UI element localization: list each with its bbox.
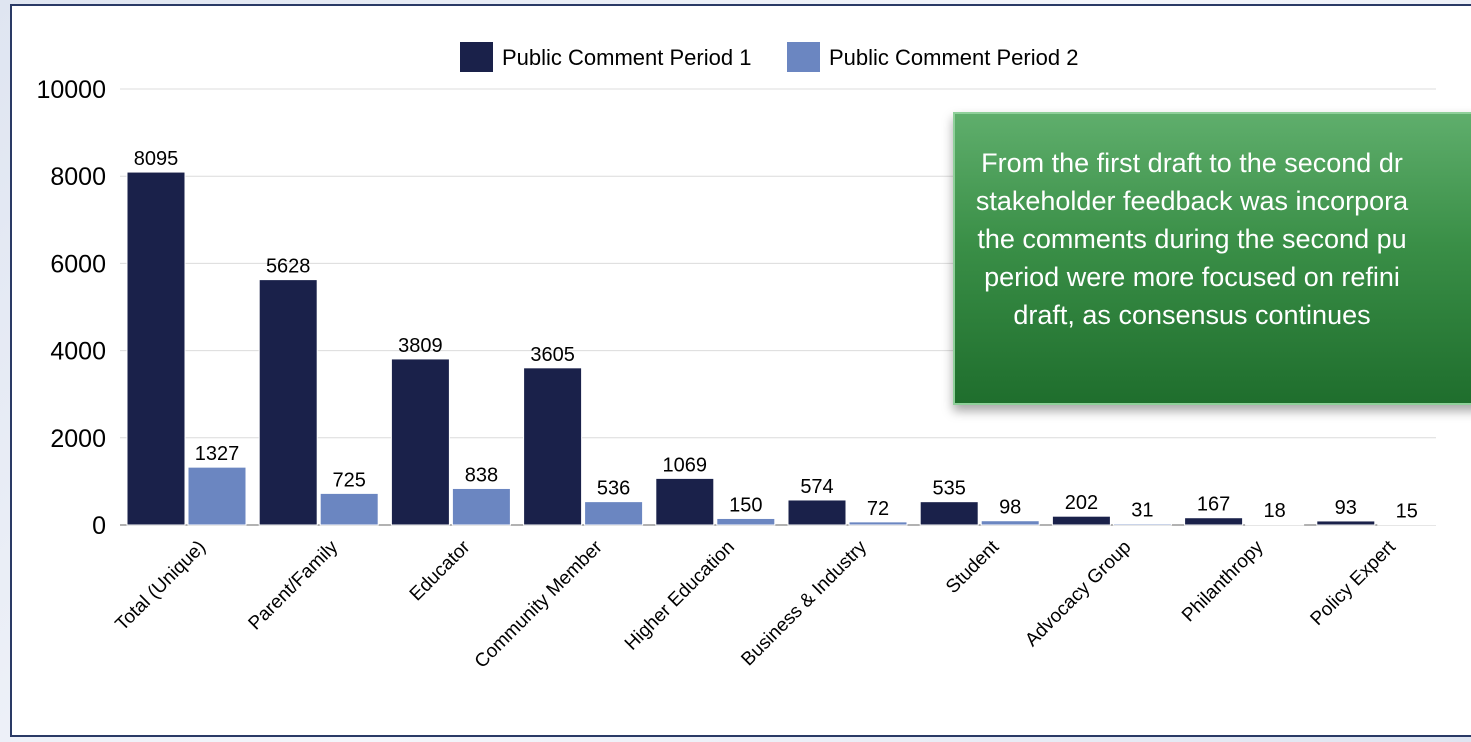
bar	[187, 466, 247, 526]
bar	[390, 358, 450, 526]
data-label: 1069	[663, 454, 708, 476]
bar	[716, 517, 776, 526]
bar	[523, 367, 583, 526]
legend-swatch	[460, 42, 493, 72]
legend-swatch	[787, 42, 820, 72]
data-label: 15	[1396, 500, 1418, 522]
data-label: 3809	[398, 335, 443, 357]
bar	[1316, 520, 1376, 526]
category-label: Parent/Family	[245, 536, 343, 634]
data-label: 1327	[195, 443, 240, 465]
data-label: 72	[867, 498, 889, 520]
bar	[919, 501, 979, 526]
data-label: 725	[333, 469, 366, 491]
y-tick-label: 0	[92, 512, 106, 540]
data-label: 574	[800, 476, 833, 498]
bar	[584, 501, 644, 526]
data-label: 98	[999, 497, 1021, 519]
data-label: 3605	[530, 344, 575, 366]
data-label: 838	[465, 464, 498, 486]
bar	[1245, 523, 1305, 526]
data-label: 536	[597, 478, 630, 500]
bar	[1377, 523, 1437, 526]
data-label: 31	[1131, 500, 1153, 522]
y-tick-label: 10000	[36, 76, 106, 104]
data-label: 8095	[134, 148, 179, 170]
category-label: Advocacy Group	[1021, 537, 1135, 651]
data-label: 535	[933, 478, 966, 500]
y-tick-label: 4000	[50, 338, 106, 366]
data-label: 167	[1197, 494, 1230, 516]
bar	[258, 279, 318, 526]
category-label: Total (Unique)	[112, 537, 210, 635]
bar	[787, 499, 847, 526]
category-label: Business & Industry	[737, 536, 871, 670]
bar	[655, 477, 715, 526]
bar	[980, 520, 1040, 526]
bar	[848, 521, 908, 526]
data-label: 18	[1263, 500, 1285, 522]
bar	[1112, 523, 1172, 526]
category-label: Educator	[406, 536, 475, 605]
category-label: Philanthropy	[1178, 536, 1268, 626]
data-label: 202	[1065, 492, 1098, 514]
category-label: Higher Education	[621, 537, 739, 655]
category-label: Community Member	[471, 536, 607, 672]
category-label: Student	[942, 536, 1004, 598]
y-tick-label: 8000	[50, 163, 106, 191]
bar	[451, 487, 511, 526]
legend-label: Public Comment Period 1	[502, 45, 751, 70]
y-tick-label: 2000	[50, 425, 106, 453]
category-label: Policy Expert	[1307, 536, 1401, 630]
callout-box: From the first draft to the second dr st…	[953, 112, 1471, 405]
y-tick-label: 6000	[50, 250, 106, 278]
bar	[1051, 515, 1111, 526]
data-label: 5628	[266, 256, 311, 278]
callout-text: From the first draft to the second dr st…	[975, 148, 1409, 330]
bar	[319, 492, 379, 526]
bar	[126, 171, 186, 526]
data-label: 93	[1335, 497, 1357, 519]
legend-label: Public Comment Period 2	[829, 45, 1078, 70]
data-label: 150	[729, 494, 762, 516]
bar	[1184, 517, 1244, 526]
